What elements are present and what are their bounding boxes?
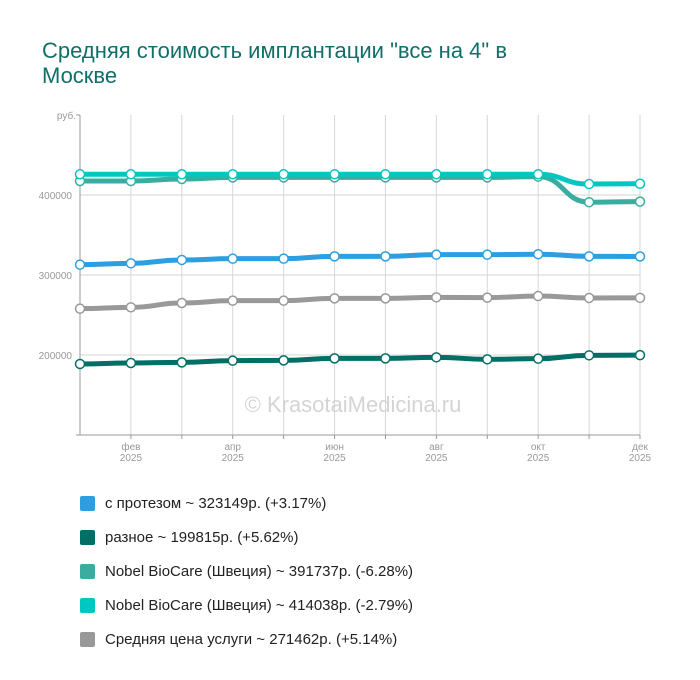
x-tick-label-year: 2025 [120,453,143,464]
data-point [634,251,646,262]
data-point [125,302,137,313]
x-tick-label-month: фев [121,441,140,453]
data-point [634,349,646,361]
data-point [431,352,442,363]
data-point [431,292,442,303]
data-point [74,358,86,370]
data-point [329,293,340,304]
data-point [176,357,188,368]
data-point [583,292,595,304]
data-point [532,353,544,364]
data-point [380,169,391,180]
data-point [125,258,137,269]
legend-label: с протезом ~ 323149р. (+3.17%) [105,494,327,512]
data-point [532,290,544,302]
data-point [634,196,646,207]
data-point [278,355,289,366]
x-tick-label-month: окт [531,442,546,453]
data-point [329,353,340,364]
legend-swatch [80,563,95,579]
legend-swatch [80,529,95,545]
data-point [74,303,86,314]
y-tick-label: 300000 [39,271,73,282]
x-tick-label-year: 2025 [629,453,652,464]
legend-item[interactable]: Nobel BioCare (Швеция) ~ 391737р. (-6.28… [80,554,413,588]
data-point [380,353,391,364]
series-line [77,174,643,205]
x-tick-label-year: 2025 [323,453,346,464]
data-point [482,169,493,180]
line-chart: 200000300000400000руб.фев2025апр2025июн2… [39,110,652,464]
data-point [227,253,238,264]
data-point [227,169,238,180]
data-point [176,297,188,309]
data-point [431,249,442,260]
legend-swatch [80,597,95,613]
data-point [125,357,137,369]
legend-item[interactable]: Nobel BioCare (Швеция) ~ 414038р. (-2.79… [80,588,413,622]
data-point [329,251,340,262]
data-point [583,196,595,208]
legend-label: Nobel BioCare (Швеция) ~ 391737р. (-6.28… [105,562,414,580]
legend: с протезом ~ 323149р. (+3.17%) разное ~ 1… [80,486,413,656]
data-point [634,178,646,190]
x-tick-label-month: авг [429,442,444,453]
chart-title: Средняя стоимость имплантации "все на 4"… [42,38,508,88]
data-point [380,293,391,304]
data-point [583,251,595,262]
x-tick-label-month: дек [632,442,648,453]
legend-label: Nobel BioCare (Швеция) ~ 414038р. (-2.79… [105,596,414,614]
watermark: © KrasotaiMedicina.ru [245,392,462,417]
data-point [431,169,442,180]
legend-item[interactable]: разное ~ 199815р. (+5.62%) [80,520,413,554]
x-tick-label-year: 2025 [425,453,448,464]
data-point [227,295,238,306]
series-line [77,352,643,367]
data-point [74,259,86,270]
data-point [532,248,544,260]
data-point [278,253,289,264]
x-tick-label-year: 2025 [222,453,245,464]
data-point [583,178,595,190]
y-axis-unit-label: руб. [57,110,76,122]
data-point [482,354,493,365]
series-line [77,251,643,268]
data-point [482,292,493,303]
data-point [176,169,188,180]
data-point [634,292,646,304]
x-tick-label-month: апр [224,442,241,453]
series-line [77,171,643,187]
data-point [380,251,391,262]
y-tick-label: 200000 [39,351,73,362]
data-point [74,169,86,180]
data-point [227,355,238,366]
data-point [278,169,289,180]
legend-item[interactable]: с протезом ~ 323149р. (+3.17%) [80,486,413,520]
legend-item[interactable]: Средняя цена услуги ~ 271462р. (+5.14%) [80,622,413,656]
legend-label: Средняя цена услуги ~ 271462р. (+5.14%) [105,630,398,648]
data-point [482,249,493,260]
series-line [77,293,643,312]
x-tick-label-year: 2025 [527,453,550,464]
data-point [176,254,188,266]
x-tick-label-month: июн [325,442,344,453]
y-tick-label: 400000 [39,191,73,202]
data-point [532,169,544,180]
data-point [278,295,289,306]
legend-swatch [80,631,95,647]
data-point [125,169,137,180]
legend-swatch [80,495,95,511]
data-point [583,350,595,361]
legend-label: разное ~ 199815р. (+5.62%) [105,528,299,546]
data-point [329,169,340,180]
